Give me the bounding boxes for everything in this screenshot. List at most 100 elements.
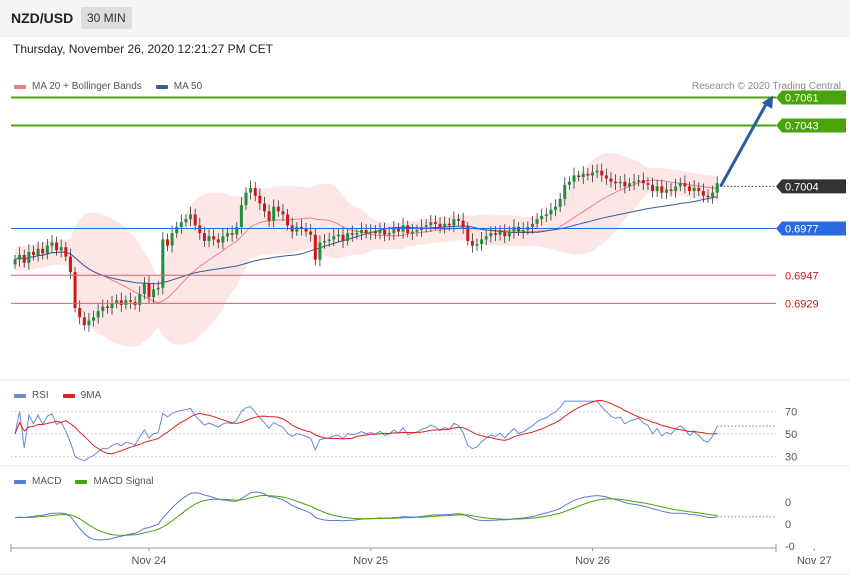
candle-body [521, 230, 525, 232]
candle-body [457, 219, 461, 221]
candle-body [304, 228, 308, 232]
candle-body [498, 231, 502, 235]
candle-body [360, 230, 363, 234]
candle-body [73, 272, 77, 309]
candle-body [78, 308, 82, 318]
candle-body [267, 211, 271, 221]
price-legend: MA 20 + Bollinger Bands MA 50 [14, 81, 216, 92]
timeframe-button[interactable]: 30 MIN [81, 7, 132, 29]
copyright: Research © 2020 Trading Central [691, 81, 841, 92]
candle-body [189, 214, 193, 220]
candle-body [447, 223, 451, 226]
candle-body [235, 226, 239, 235]
candle-body [323, 240, 327, 243]
candle-body [87, 320, 91, 326]
candle-body [212, 236, 216, 240]
candle-body [115, 300, 119, 304]
candle-body [152, 289, 156, 298]
candle-body [276, 206, 280, 212]
candle-body [253, 187, 257, 196]
candle-body [281, 211, 285, 215]
candle-body [443, 223, 447, 227]
candle-body [438, 223, 442, 227]
candle-body [336, 234, 340, 237]
candle-body [41, 248, 45, 254]
candle-body [198, 225, 202, 234]
candle-body [350, 233, 354, 235]
candle-body [50, 242, 54, 246]
candle-body [142, 283, 146, 294]
candle-body [147, 283, 151, 298]
ma20-swatch-icon [14, 84, 26, 89]
candle-body [549, 209, 553, 215]
level-0.7004-label: 0.7004 [785, 181, 819, 193]
candle-body [484, 236, 488, 240]
candle-body [637, 180, 641, 182]
candle-body [433, 222, 437, 224]
candle-body [683, 183, 687, 187]
candle-body [660, 186, 664, 193]
candle-body [346, 233, 350, 241]
candle-body [110, 303, 114, 309]
candle-body [461, 220, 465, 227]
candle-body [604, 175, 608, 179]
macd-tick-label: -0 [785, 541, 795, 553]
macd-swatch-icon [14, 479, 26, 484]
arrow-head-icon [761, 95, 773, 109]
candle-body [55, 242, 59, 251]
level-0.6929-label: 0.6929 [785, 298, 819, 310]
candle-body [138, 294, 142, 305]
candle-body [68, 256, 72, 273]
candle-body [387, 233, 391, 235]
macd-signal-line [14, 494, 718, 536]
candle-body [558, 198, 562, 207]
bollinger-band [15, 153, 718, 347]
candle-body [711, 192, 715, 198]
candle-body [124, 300, 128, 305]
candle-body [554, 206, 558, 210]
candle-body [701, 191, 705, 196]
timestamp: Thursday, November 26, 2020 12:21:27 PM … [13, 42, 273, 56]
candle-body [373, 231, 377, 234]
level-0.7043-label: 0.7043 [785, 121, 819, 133]
candle-body [327, 239, 331, 241]
candle-body [18, 255, 22, 260]
candle-body [355, 233, 359, 235]
x-tick-label: Nov 26 [575, 555, 610, 567]
legend-rsi: RSI [32, 390, 49, 401]
candle-body [59, 247, 63, 251]
candle-body [286, 214, 290, 226]
candle-body [318, 242, 322, 260]
rsi-line [14, 400, 718, 462]
candle-body [364, 230, 368, 234]
candle-body [655, 186, 659, 192]
x-tick-label: Nov 24 [132, 555, 167, 567]
candle-body [664, 189, 668, 193]
candle-body [156, 287, 160, 290]
candle-body [651, 184, 655, 192]
candle-body [632, 181, 636, 184]
legend-ma20: MA 20 + Bollinger Bands [32, 81, 142, 92]
candle-body [45, 245, 49, 254]
candle-body [27, 251, 31, 263]
candle-body [692, 187, 696, 192]
candle-body [586, 173, 590, 176]
candle-body [22, 255, 26, 263]
projection-arrow-icon [719, 100, 769, 187]
candle-body [244, 192, 248, 206]
legend-rsi-ma: 9MA [80, 390, 102, 401]
candle-body [119, 300, 123, 305]
candle-body [64, 247, 68, 257]
candle-body [563, 184, 567, 199]
level-0.7061-tag [776, 90, 846, 105]
candle-body [392, 228, 396, 234]
candle-body [258, 195, 262, 204]
candle-body [216, 239, 220, 243]
level-0.7004-tag [776, 179, 846, 194]
candle-body [341, 234, 345, 241]
candle-body [179, 222, 183, 227]
candle-body [272, 206, 276, 221]
rsi-ma-swatch-icon [62, 393, 75, 398]
candle-body [92, 317, 96, 321]
